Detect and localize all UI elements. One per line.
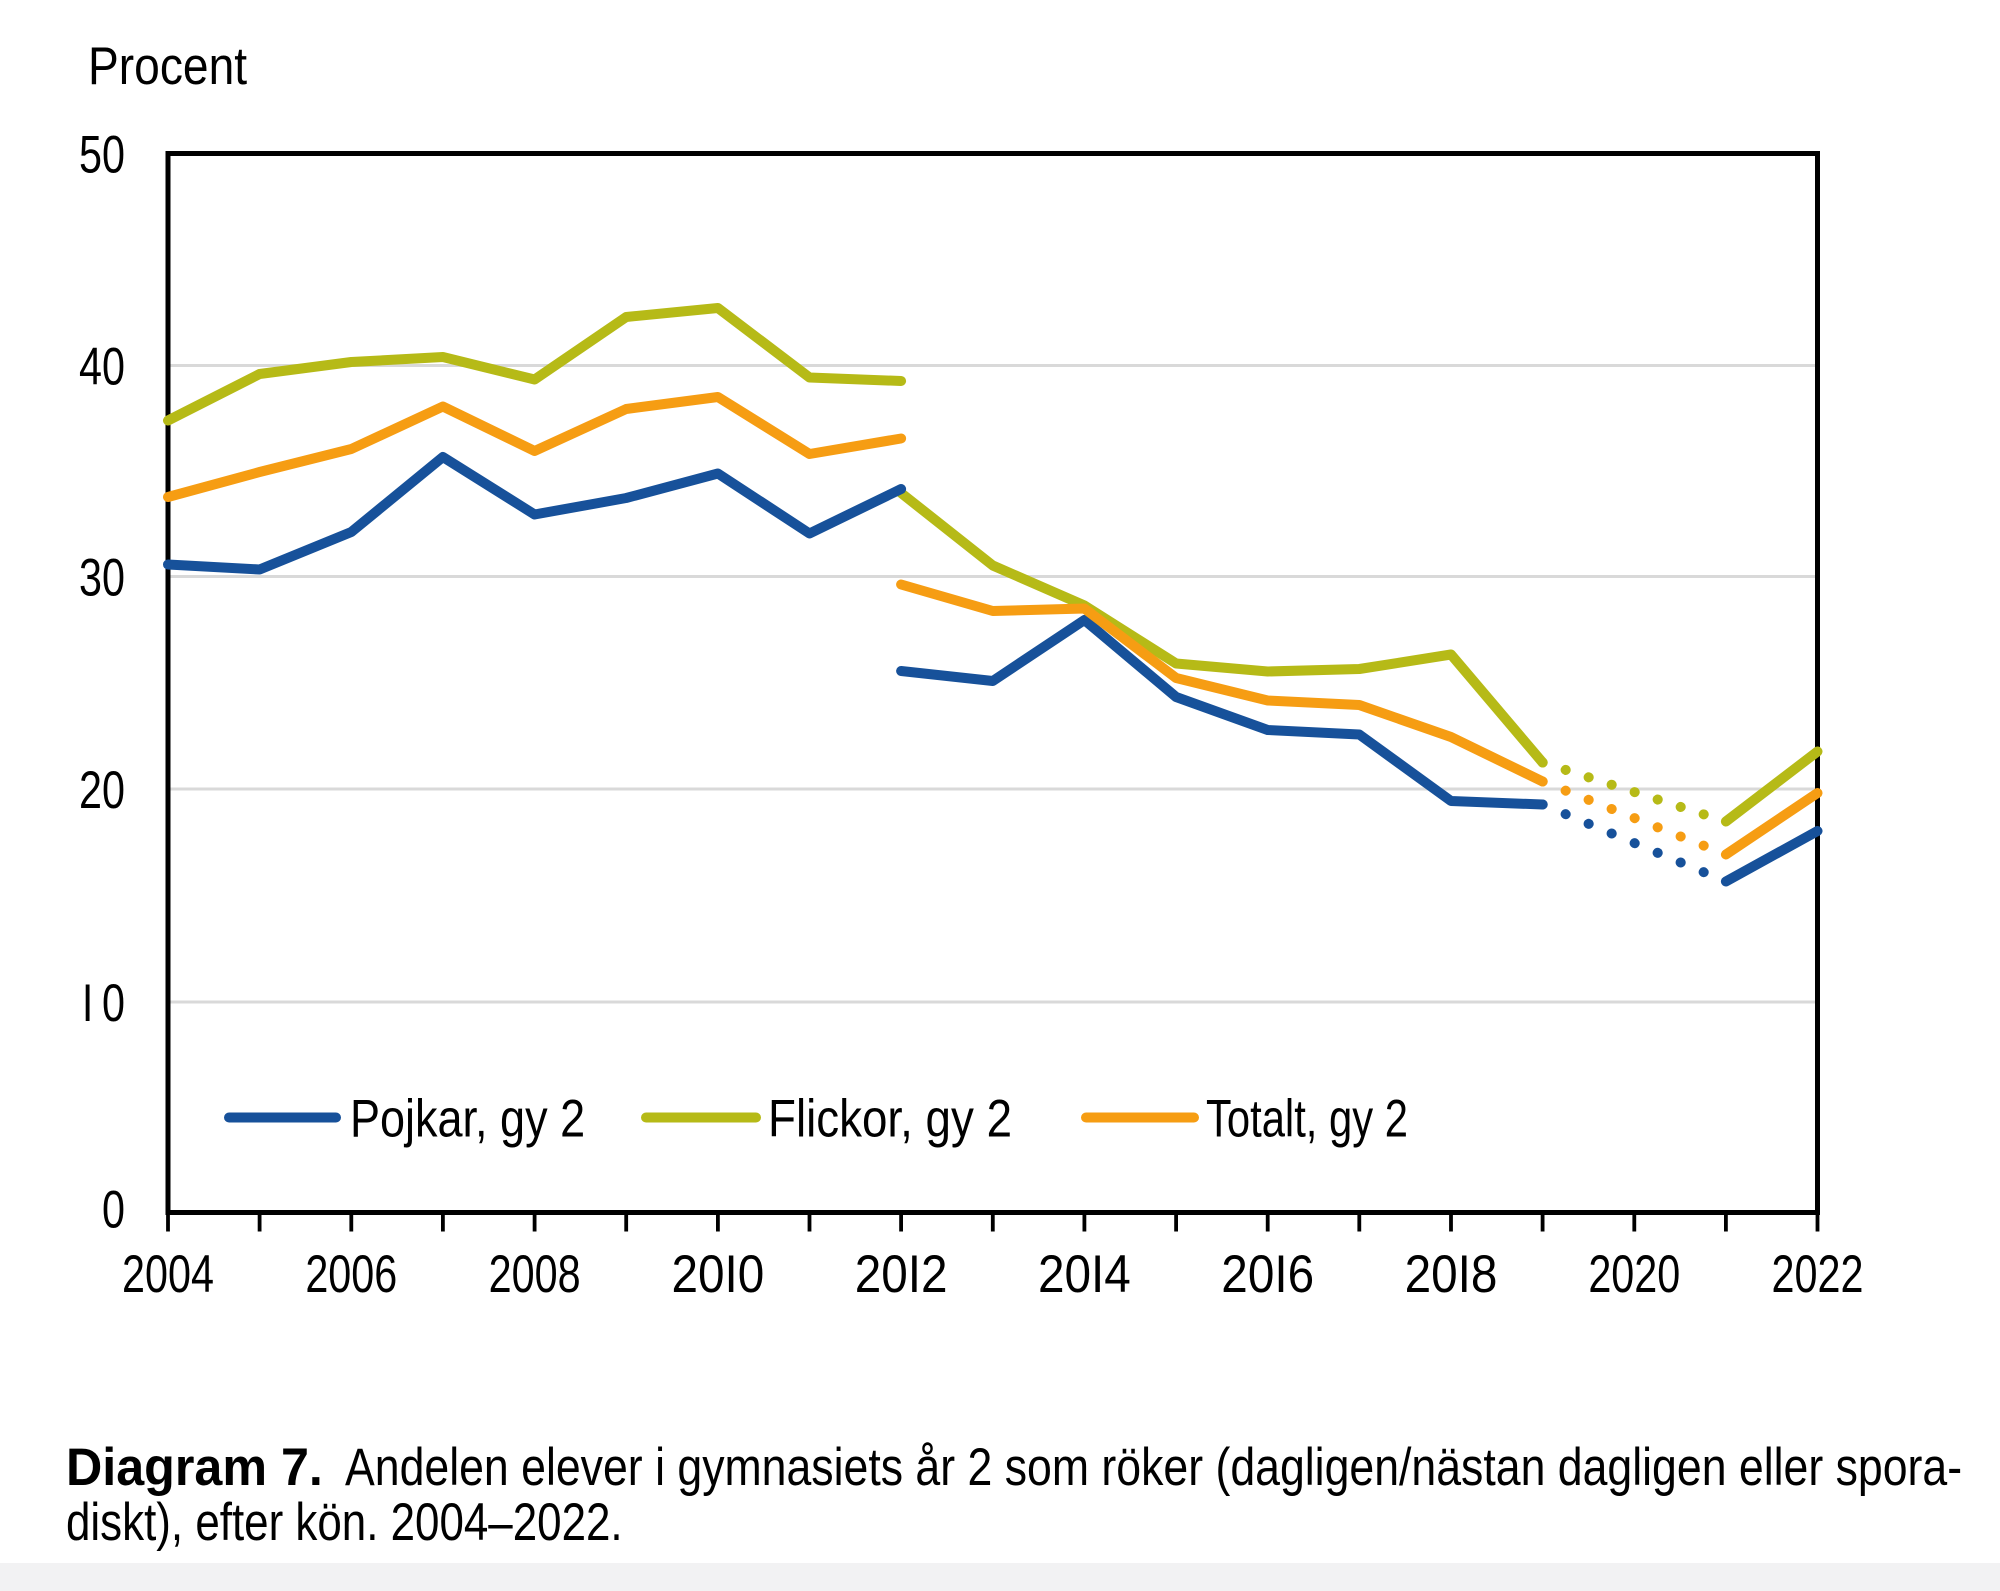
svg-text:Diagram 7.: Diagram 7. xyxy=(66,1437,323,1497)
svg-text:20I2: 20I2 xyxy=(855,1244,948,1304)
svg-text:I0: I0 xyxy=(82,974,125,1033)
svg-text:Andelen elever i gymnasiets år: Andelen elever i gymnasiets år 2 som rök… xyxy=(345,1438,1962,1496)
svg-text:0: 0 xyxy=(102,1181,125,1240)
svg-text:20: 20 xyxy=(79,761,125,820)
svg-text:Procent: Procent xyxy=(88,36,247,96)
svg-text:20I6: 20I6 xyxy=(1221,1244,1314,1304)
svg-text:Totalt, gy 2: Totalt, gy 2 xyxy=(1206,1090,1408,1149)
svg-text:2020: 2020 xyxy=(1588,1245,1680,1304)
svg-text:20I4: 20I4 xyxy=(1038,1244,1131,1304)
svg-text:40: 40 xyxy=(79,338,125,397)
svg-text:50: 50 xyxy=(79,126,125,185)
svg-text:20I8: 20I8 xyxy=(1405,1244,1498,1304)
svg-text:Pojkar, gy 2: Pojkar, gy 2 xyxy=(350,1089,585,1148)
svg-text:diskt), efter kön. 2004–2022.: diskt), efter kön. 2004–2022. xyxy=(66,1493,623,1552)
svg-text:2004: 2004 xyxy=(122,1245,214,1304)
svg-text:Flickor, gy 2: Flickor, gy 2 xyxy=(768,1089,1012,1148)
svg-text:20I0: 20I0 xyxy=(671,1244,764,1304)
svg-text:2022: 2022 xyxy=(1772,1245,1864,1304)
svg-text:2006: 2006 xyxy=(305,1245,397,1304)
svg-text:2008: 2008 xyxy=(489,1245,581,1304)
svg-text:30: 30 xyxy=(79,549,125,608)
